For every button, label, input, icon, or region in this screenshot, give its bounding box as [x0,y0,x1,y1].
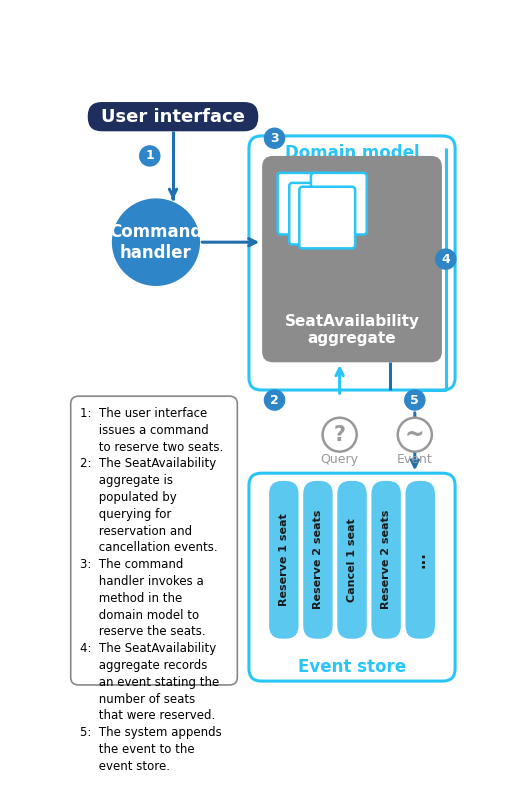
FancyBboxPatch shape [262,156,442,362]
FancyBboxPatch shape [406,481,435,638]
Text: ...: ... [413,551,428,568]
Text: ~: ~ [405,423,425,447]
Circle shape [322,418,357,451]
Circle shape [264,390,285,410]
FancyBboxPatch shape [299,187,355,248]
FancyBboxPatch shape [249,136,455,390]
FancyBboxPatch shape [372,481,401,638]
Text: 3: 3 [270,132,279,145]
FancyBboxPatch shape [88,102,258,131]
Circle shape [140,146,160,166]
Text: 1:  The user interface
     issues a command
     to reserve two seats.
2:  The : 1: The user interface issues a command t… [80,407,223,773]
Circle shape [112,199,199,285]
FancyBboxPatch shape [337,481,367,638]
FancyBboxPatch shape [289,183,345,244]
FancyBboxPatch shape [311,173,367,234]
Text: Cancel 1 seat: Cancel 1 seat [347,518,357,602]
FancyBboxPatch shape [269,481,299,638]
Circle shape [405,390,425,410]
FancyBboxPatch shape [71,396,237,685]
Text: 4: 4 [441,252,450,265]
Text: Event: Event [397,453,433,466]
Text: Reserve 1 seat: Reserve 1 seat [279,514,289,606]
FancyBboxPatch shape [303,481,333,638]
Circle shape [436,249,456,269]
Text: Query: Query [320,453,359,466]
FancyBboxPatch shape [249,473,455,681]
Text: 1: 1 [146,149,154,162]
Text: 2: 2 [270,394,279,407]
Text: Event store: Event store [298,658,406,676]
Text: Command
handler: Command handler [109,223,203,261]
Circle shape [264,128,285,149]
Text: Domain model: Domain model [285,144,420,162]
Circle shape [398,418,432,451]
Text: Reserve 2 seats: Reserve 2 seats [381,510,391,610]
Text: User interface: User interface [101,108,245,125]
Text: 5: 5 [410,394,419,407]
FancyBboxPatch shape [278,173,333,234]
Text: Reserve 2 seats: Reserve 2 seats [313,510,323,610]
Text: SeatAvailability
aggregate: SeatAvailability aggregate [284,314,420,346]
Text: ?: ? [334,425,346,445]
